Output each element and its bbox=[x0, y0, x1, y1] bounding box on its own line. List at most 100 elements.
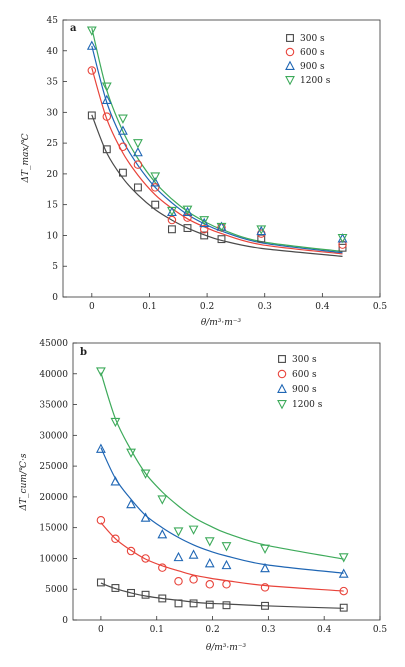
legend-marker bbox=[285, 60, 295, 70]
x-tick-label: 0.5 bbox=[373, 625, 388, 635]
fit-curve bbox=[100, 582, 344, 609]
data-point bbox=[174, 599, 183, 608]
data-points-b bbox=[95, 367, 349, 612]
data-points-a bbox=[86, 26, 348, 252]
data-point bbox=[95, 367, 106, 377]
data-point bbox=[189, 575, 198, 584]
data-point bbox=[183, 224, 192, 233]
x-tick-label: 0.3 bbox=[261, 625, 276, 635]
data-point bbox=[157, 495, 168, 505]
data-point bbox=[126, 546, 136, 556]
x-tick-label: 0.5 bbox=[373, 302, 388, 312]
x-tick-label: 0.4 bbox=[317, 625, 332, 635]
chart-panel-b: b 0 0.1 0.2 0.3 0.4 0.5 0 5000 10000 15000 20000 25… bbox=[19, 339, 387, 653]
y-tick-label: 10 bbox=[47, 231, 59, 241]
data-point bbox=[188, 525, 199, 535]
data-point bbox=[221, 542, 232, 552]
fit-curve bbox=[91, 114, 343, 257]
data-point bbox=[87, 66, 97, 75]
legend-a: 300 s 600 s 900 s 1200 s bbox=[285, 34, 331, 86]
y-tick-label: 0 bbox=[52, 293, 58, 303]
legend-marker bbox=[277, 369, 287, 379]
legend-b: 300 s 600 s 900 s 1200 s bbox=[277, 355, 323, 410]
data-point bbox=[126, 498, 136, 509]
y-tick-label: 15000 bbox=[39, 524, 68, 534]
data-point bbox=[338, 568, 349, 578]
x-tick-label: 0.1 bbox=[142, 302, 156, 312]
data-point bbox=[221, 559, 232, 570]
data-point bbox=[158, 563, 167, 572]
data-point bbox=[189, 599, 198, 608]
y-tick-label: 35000 bbox=[39, 401, 68, 411]
data-point bbox=[150, 177, 161, 187]
x-tick-label: 0.2 bbox=[200, 302, 214, 312]
data-point bbox=[118, 168, 127, 177]
data-point bbox=[199, 217, 210, 228]
data-point bbox=[118, 114, 128, 124]
legend-label: 900 s bbox=[292, 385, 317, 395]
data-point bbox=[260, 583, 270, 592]
x-tick-label: 0.1 bbox=[150, 625, 164, 635]
data-point bbox=[141, 590, 150, 599]
data-point bbox=[174, 576, 183, 586]
data-point bbox=[182, 206, 193, 217]
data-point bbox=[96, 578, 105, 587]
data-point bbox=[256, 225, 267, 235]
fit-curve bbox=[100, 447, 344, 574]
x-tick-label: 0 bbox=[98, 625, 104, 635]
legend-label: 900 s bbox=[300, 62, 325, 72]
legend-marker bbox=[286, 34, 294, 42]
axis-ticks-b: 0 0.1 0.2 0.3 0.4 0.5 0 5000 10000 15000 20000 2500… bbox=[39, 339, 387, 635]
data-point bbox=[167, 215, 177, 225]
y-tick-label: 35 bbox=[47, 78, 59, 88]
plot-frame-b bbox=[72, 342, 381, 621]
data-point bbox=[140, 512, 151, 522]
data-point bbox=[101, 82, 112, 92]
data-point bbox=[339, 603, 348, 612]
data-point bbox=[260, 562, 270, 573]
legend-marker bbox=[277, 400, 287, 410]
data-point bbox=[173, 551, 184, 562]
y-tick-label: 20000 bbox=[39, 493, 68, 503]
y-tick-label: 15 bbox=[47, 201, 59, 211]
y-tick-label: 25 bbox=[47, 139, 59, 149]
legend-label: 600 s bbox=[292, 370, 317, 380]
data-point bbox=[110, 476, 121, 486]
data-point bbox=[257, 234, 266, 243]
data-point bbox=[118, 142, 128, 152]
data-point bbox=[111, 584, 120, 592]
data-point bbox=[133, 139, 143, 149]
data-point bbox=[205, 600, 214, 609]
legend-label: 600 s bbox=[300, 48, 325, 58]
x-tick-label: 0 bbox=[89, 302, 95, 312]
data-point bbox=[95, 443, 106, 453]
x-tick-label: 0.2 bbox=[205, 625, 219, 635]
data-point bbox=[151, 200, 160, 209]
legend-label: 1200 s bbox=[292, 400, 323, 410]
data-point bbox=[127, 588, 136, 597]
data-point bbox=[167, 206, 177, 217]
data-point bbox=[222, 601, 231, 610]
data-point bbox=[182, 205, 193, 215]
y-tick-label: 45 bbox=[47, 16, 59, 26]
legend-marker bbox=[285, 76, 295, 86]
y-tick-label: 40 bbox=[47, 47, 59, 57]
x-axis-label-a: θ/m³·m⁻³ bbox=[201, 318, 242, 328]
data-point bbox=[101, 94, 112, 104]
fit-curve bbox=[91, 67, 343, 255]
data-point bbox=[133, 160, 143, 169]
data-point bbox=[167, 225, 176, 234]
data-point bbox=[204, 537, 215, 547]
data-point bbox=[188, 549, 199, 559]
data-point bbox=[338, 553, 349, 563]
data-point bbox=[157, 529, 168, 539]
data-point bbox=[86, 40, 97, 50]
data-point bbox=[337, 233, 348, 244]
data-point bbox=[173, 527, 184, 537]
data-point bbox=[126, 448, 136, 458]
data-point bbox=[205, 580, 215, 589]
data-point bbox=[204, 557, 215, 568]
data-point bbox=[199, 225, 209, 234]
y-tick-label: 10000 bbox=[39, 554, 68, 564]
fit-curve bbox=[100, 372, 344, 560]
